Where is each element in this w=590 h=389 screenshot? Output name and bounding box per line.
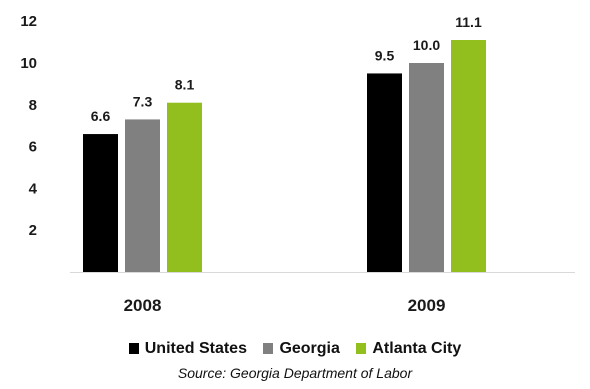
data-labels: 6.6 7.3 8.1 9.5 10.0 11.1: [91, 14, 482, 124]
legend: United States Georgia Atlanta City: [0, 340, 590, 358]
legend-label-united-states: United States: [144, 340, 247, 357]
legend-item-atlanta-city: Atlanta City: [356, 340, 461, 358]
bar-atlanta-city-2008: [167, 102, 202, 273]
data-label-atlanta-city-2009: 11.1: [455, 14, 482, 30]
bar-georgia-2008: [125, 119, 160, 273]
bar-united-states-2008: [83, 134, 118, 272]
y-tick-label-2: 2: [29, 222, 37, 239]
legend-label-georgia: Georgia: [279, 340, 340, 357]
legend-label-atlanta-city: Atlanta City: [372, 340, 462, 357]
y-tick-label-4: 4: [29, 180, 38, 197]
y-tick-label-8: 8: [29, 97, 37, 114]
y-axis-ticks: 2 4 6 8 10 12: [20, 13, 37, 239]
bar-atlanta-city-2009: [451, 40, 486, 273]
data-label-united-states-2009: 9.5: [375, 47, 395, 63]
category-label-2008: 2008: [124, 296, 162, 315]
legend-item-united-states: United States: [128, 340, 247, 358]
y-tick-label-10: 10: [20, 55, 37, 72]
data-label-united-states-2008: 6.6: [91, 108, 111, 124]
bars: [83, 40, 486, 273]
source-note: Source: Georgia Department of Labor: [177, 365, 413, 381]
bar-united-states-2009: [367, 73, 402, 272]
y-tick-label-6: 6: [29, 139, 37, 156]
data-label-georgia-2008: 7.3: [133, 93, 153, 109]
legend-swatch-united-states: [128, 343, 139, 354]
bar-georgia-2009: [409, 63, 444, 272]
legend-item-georgia: Georgia: [263, 340, 340, 358]
legend-swatch-georgia: [263, 343, 274, 354]
legend-swatch-atlanta-city: [356, 343, 367, 354]
data-label-georgia-2009: 10.0: [413, 37, 440, 53]
category-labels: 2008 2009: [124, 296, 446, 315]
data-label-atlanta-city-2008: 8.1: [175, 77, 195, 93]
y-tick-label-12: 12: [20, 13, 37, 30]
category-label-2009: 2009: [408, 296, 446, 315]
